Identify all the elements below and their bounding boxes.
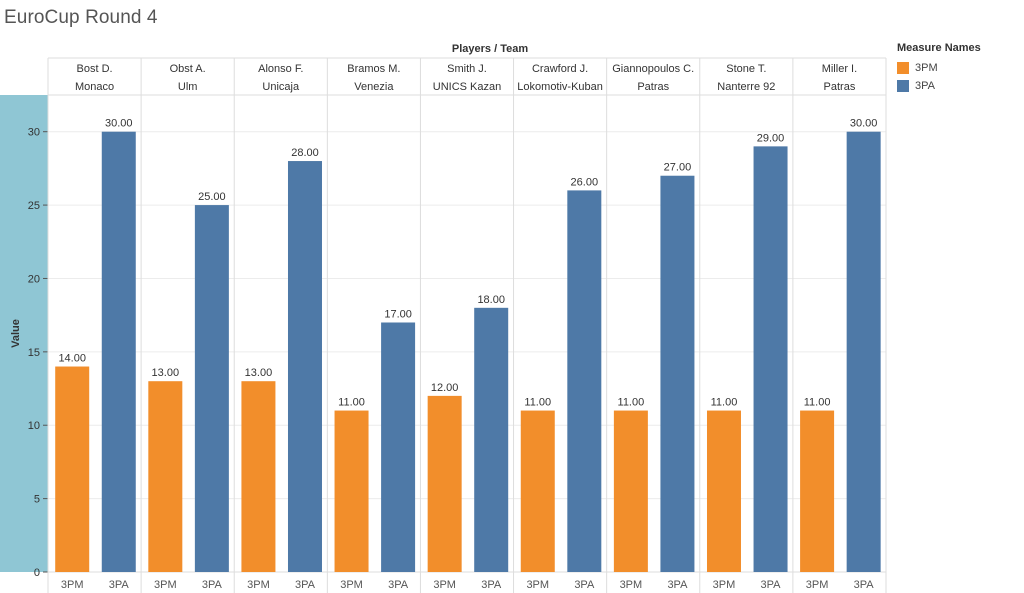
data-label: 14.00 bbox=[58, 353, 86, 365]
data-label: 13.00 bbox=[245, 367, 273, 379]
x-tick-label: 3PA bbox=[574, 579, 595, 591]
data-label: 28.00 bbox=[291, 147, 319, 159]
y-tick-label: 5 bbox=[34, 494, 40, 506]
x-tick-label: 3PM bbox=[340, 579, 363, 591]
data-label: 11.00 bbox=[711, 397, 738, 409]
column-header-team: Unicaja bbox=[262, 81, 300, 93]
x-tick-label: 3PA bbox=[481, 579, 502, 591]
column-header-player: Bost D. bbox=[77, 63, 113, 75]
y-tick-label: 15 bbox=[28, 347, 40, 359]
bar-3pm bbox=[520, 410, 555, 572]
column-header-team: Venezia bbox=[354, 81, 394, 93]
column-header-team: Ulm bbox=[178, 81, 198, 93]
column-header-player: Obst A. bbox=[170, 63, 206, 75]
x-tick-label: 3PA bbox=[761, 579, 782, 591]
column-header-team: Monaco bbox=[75, 81, 114, 93]
bar-3pm bbox=[241, 381, 276, 572]
column-header-team: Lokomotiv-Kuban bbox=[517, 81, 603, 93]
bar-3pm bbox=[800, 410, 835, 572]
x-tick-label: 3PA bbox=[202, 579, 223, 591]
y-tick-label: 0 bbox=[34, 567, 40, 579]
y-axis-label: Value bbox=[10, 319, 22, 348]
column-header-player: Bramos M. bbox=[347, 63, 400, 75]
x-tick-label: 3PA bbox=[667, 579, 688, 591]
legend-label-3pa: 3PA bbox=[915, 80, 935, 92]
legend-title: Measure Names bbox=[897, 42, 981, 54]
x-tick-label: 3PM bbox=[713, 579, 736, 591]
legend-swatch-3pm bbox=[897, 62, 909, 74]
x-tick-label: 3PM bbox=[61, 579, 84, 591]
x-tick-label: 3PA bbox=[854, 579, 875, 591]
data-label: 11.00 bbox=[804, 397, 831, 409]
column-header-title: Players / Team bbox=[452, 43, 528, 55]
legend: Measure Names 3PM 3PA bbox=[897, 42, 1017, 95]
data-label: 11.00 bbox=[338, 397, 365, 409]
bar-3pm bbox=[55, 366, 90, 572]
x-tick-label: 3PA bbox=[388, 579, 409, 591]
bar-3pm bbox=[706, 410, 741, 572]
data-label: 17.00 bbox=[384, 308, 412, 320]
column-header-player: Alonso F. bbox=[258, 63, 303, 75]
chart-title: EuroCup Round 4 bbox=[4, 7, 158, 28]
y-axis-band bbox=[0, 95, 48, 572]
bar-3pm bbox=[427, 395, 462, 572]
data-label: 13.00 bbox=[152, 367, 180, 379]
legend-item-3pm[interactable]: 3PM bbox=[897, 59, 1017, 77]
column-header-team: Patras bbox=[637, 81, 669, 93]
legend-item-3pa[interactable]: 3PA bbox=[897, 77, 1017, 95]
bar-3pa bbox=[101, 131, 136, 572]
y-tick-label: 30 bbox=[28, 127, 40, 139]
data-label: 27.00 bbox=[664, 162, 692, 174]
bar-3pa bbox=[194, 205, 229, 573]
bar-3pm bbox=[613, 410, 648, 572]
column-header-player: Stone T. bbox=[726, 63, 766, 75]
legend-swatch-3pa bbox=[897, 80, 909, 92]
column-header-player: Giannopoulos C. bbox=[612, 63, 694, 75]
column-header-player: Crawford J. bbox=[532, 63, 588, 75]
bar-3pm bbox=[334, 410, 369, 572]
bar-3pa bbox=[753, 146, 788, 572]
bar-3pm bbox=[148, 381, 183, 572]
x-tick-label: 3PM bbox=[247, 579, 270, 591]
y-tick-label: 10 bbox=[28, 420, 40, 432]
column-header-player: Miller I. bbox=[822, 63, 857, 75]
bar-3pa bbox=[381, 322, 416, 572]
data-label: 30.00 bbox=[105, 118, 133, 130]
bar-3pa bbox=[567, 190, 602, 572]
data-label: 12.00 bbox=[431, 382, 459, 394]
bar-3pa bbox=[287, 161, 322, 573]
bar-3pa bbox=[660, 175, 695, 572]
bar-3pa bbox=[846, 131, 881, 572]
legend-label-3pm: 3PM bbox=[915, 62, 938, 74]
x-tick-label: 3PM bbox=[433, 579, 456, 591]
column-header-team: Patras bbox=[824, 81, 856, 93]
x-tick-label: 3PM bbox=[806, 579, 829, 591]
x-tick-label: 3PM bbox=[154, 579, 177, 591]
y-tick-label: 25 bbox=[28, 200, 40, 212]
x-tick-label: 3PA bbox=[295, 579, 316, 591]
data-label: 11.00 bbox=[618, 397, 645, 409]
data-label: 26.00 bbox=[571, 176, 599, 188]
column-header-team: UNICS Kazan bbox=[433, 81, 501, 93]
data-label: 18.00 bbox=[477, 294, 505, 306]
data-label: 30.00 bbox=[850, 118, 878, 130]
column-header-player: Smith J. bbox=[447, 63, 487, 75]
y-tick-label: 20 bbox=[28, 273, 40, 285]
data-label: 29.00 bbox=[757, 132, 785, 144]
x-tick-label: 3PA bbox=[109, 579, 130, 591]
data-label: 25.00 bbox=[198, 191, 226, 203]
x-tick-label: 3PM bbox=[620, 579, 643, 591]
x-tick-label: 3PM bbox=[526, 579, 549, 591]
column-header-team: Nanterre 92 bbox=[717, 81, 775, 93]
data-label: 11.00 bbox=[524, 397, 551, 409]
bar-3pa bbox=[474, 307, 509, 572]
